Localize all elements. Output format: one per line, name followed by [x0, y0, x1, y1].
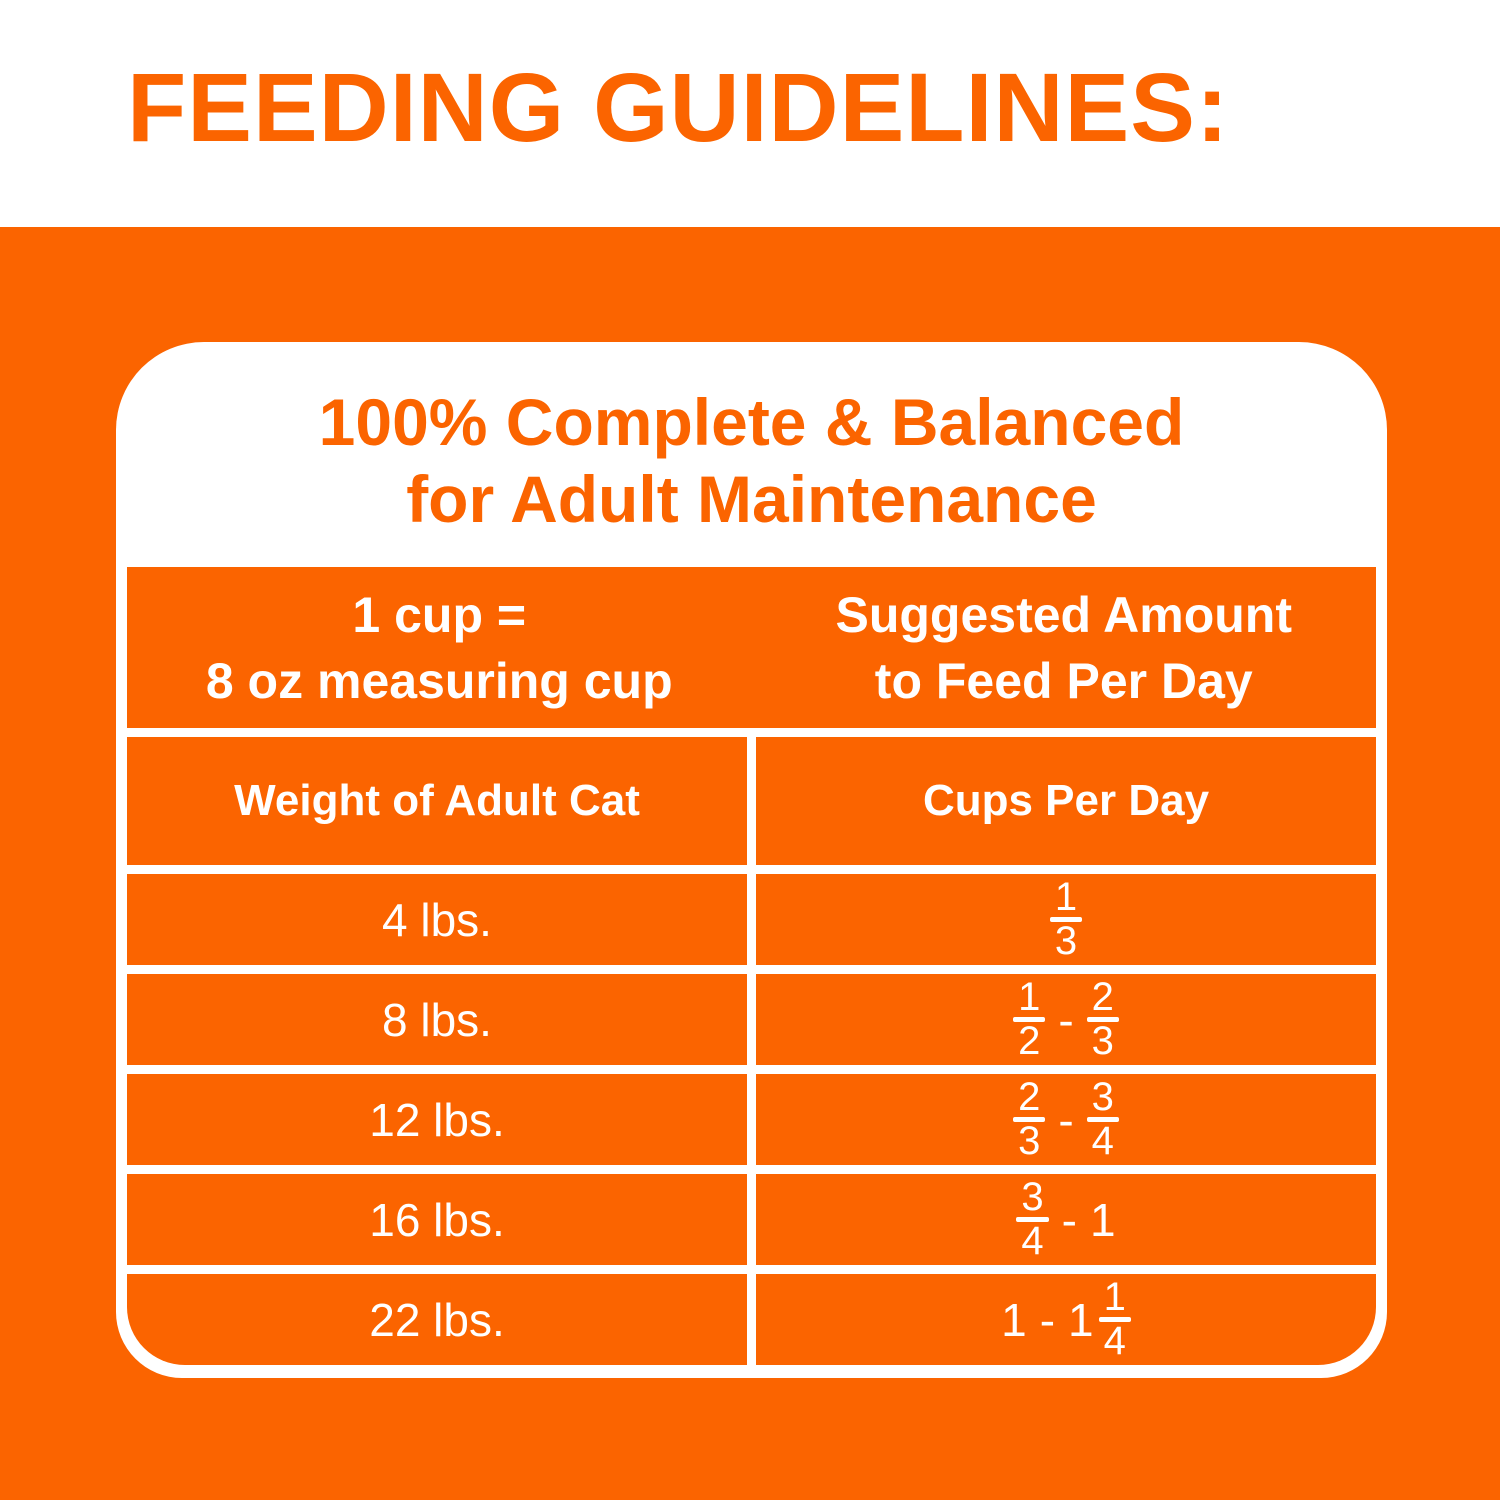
weight-cell: 4 lbs. — [127, 874, 747, 965]
fraction-numerator: 2 — [1091, 975, 1114, 1020]
whole-number: 1 — [1001, 1293, 1027, 1346]
fraction-bar — [1013, 1117, 1046, 1122]
card-title: 100% Complete & Balanced for Adult Maint… — [116, 384, 1387, 538]
table-subheader-row: Weight of Adult Cat Cups Per Day — [127, 737, 1376, 865]
orange-background: 100% Complete & Balanced for Adult Maint… — [0, 227, 1500, 1500]
header-suggested-amount: Suggested Amount to Feed Per Day — [751, 567, 1376, 728]
fraction-numerator: 3 — [1021, 1175, 1044, 1220]
fraction-denominator: 3 — [1018, 1119, 1041, 1163]
card-title-line1: 100% Complete & Balanced — [318, 385, 1185, 459]
table-row: 8 lbs. 1 2-2 3 — [127, 974, 1376, 1065]
table-row: 4 lbs. 1 3 — [127, 874, 1376, 965]
whole-number: 1 — [1089, 1193, 1116, 1246]
header-cup-measure: 1 cup = 8 oz measuring cup — [127, 567, 752, 728]
fraction-numerator: 1 — [1054, 875, 1078, 920]
fraction-denominator: 4 — [1021, 1219, 1044, 1263]
guidelines-card: 100% Complete & Balanced for Adult Maint… — [116, 342, 1387, 1378]
range-dash: - — [1058, 993, 1074, 1046]
range-dash: - — [1061, 1193, 1077, 1246]
fraction-bar — [1098, 1317, 1131, 1322]
header-cup-measure-line2: 8 oz measuring cup — [205, 652, 673, 709]
header-suggested-amount-line1: Suggested Amount — [835, 586, 1292, 643]
fraction-numerator: 1 — [1018, 975, 1041, 1020]
fraction-numerator: 1 — [1103, 1275, 1126, 1320]
page-title: FEEDING GUIDELINES: — [127, 53, 1230, 162]
fraction-numerator: 2 — [1018, 1075, 1041, 1120]
weight-cell: 12 lbs. — [127, 1074, 747, 1165]
fraction-bar — [1086, 1017, 1119, 1022]
table-row: 12 lbs. 2 3-3 4 — [127, 1074, 1376, 1165]
weight-cell: 8 lbs. — [127, 974, 747, 1065]
fraction-bar — [1016, 1217, 1049, 1222]
weight-cell: 16 lbs. — [127, 1174, 747, 1265]
fraction-denominator: 2 — [1018, 1019, 1041, 1063]
table-header-row: 1 cup = 8 oz measuring cup Suggested Amo… — [127, 567, 1376, 728]
weight-cell: 22 lbs. — [127, 1274, 747, 1365]
whole-number: 1 — [1068, 1293, 1094, 1346]
fraction-bar — [1049, 917, 1083, 922]
header-cup-measure-line1: 1 cup = — [352, 586, 527, 643]
fraction-bar — [1013, 1017, 1046, 1022]
fraction-bar — [1086, 1117, 1119, 1122]
header-suggested-amount-line2: to Feed Per Day — [874, 652, 1253, 709]
fraction-denominator: 4 — [1103, 1319, 1126, 1363]
table-row: 16 lbs. 3 4-1 — [127, 1174, 1376, 1265]
fraction-denominator: 3 — [1091, 1019, 1114, 1063]
fraction-denominator: 4 — [1091, 1119, 1114, 1163]
subheader-cups-per-day: Cups Per Day — [756, 737, 1376, 865]
subheader-weight-of-adult-cat: Weight of Adult Cat — [127, 737, 747, 865]
fraction-numerator: 3 — [1091, 1075, 1114, 1120]
fraction-denominator: 3 — [1054, 919, 1078, 963]
card-title-line2: for Adult Maintenance — [406, 462, 1097, 537]
range-dash: - — [1039, 1293, 1056, 1346]
range-dash: - — [1058, 1093, 1074, 1146]
table-row: 22 lbs. 1-1 1 4 — [127, 1274, 1376, 1365]
feeding-table: 1 cup = 8 oz measuring cup Suggested Amo… — [127, 567, 1376, 1365]
